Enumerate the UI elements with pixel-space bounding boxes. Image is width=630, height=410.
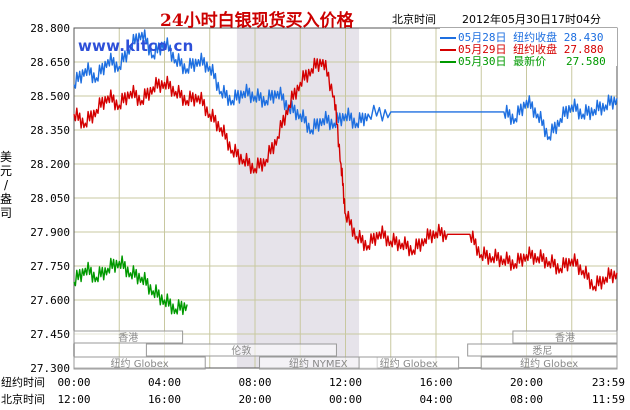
legend-kind: 纽约收盘 [513,43,558,56]
y-tick-label: 27.600 [30,294,70,307]
market-session-bar [480,356,618,370]
legend-value: 27.580 [566,55,606,68]
x-tick-label: 08:00 [238,376,271,389]
market-session-label: 伦敦 [231,344,251,357]
y-tick-label: 28.650 [30,56,70,69]
market-session-bar [358,356,460,370]
legend-item: 05月30日 最新价 27.580 [440,53,606,68]
legend-date: 05月28日 [458,31,507,44]
y-tick-label: 27.300 [30,362,70,375]
legend-kind: 最新价 [513,55,547,68]
x-tick-label: 11:59 [592,393,625,406]
legend-value: 28.430 [563,31,604,44]
y-tick-label: 28.350 [30,124,70,137]
y-axis-label: 美元 / 盎司 [0,150,13,220]
market-session-label: 香港 [118,332,138,344]
market-session-bar [512,330,618,344]
series-line [73,57,618,292]
y-tick-label: 28.500 [30,90,70,103]
chart-title: 24小时白银现货买入价格 [160,11,354,31]
legend-item: 05月29日 纽约收盘 27.880 [440,41,604,56]
y-tick-label: 27.900 [30,226,70,239]
market-session-label: 悉尼 [532,345,552,357]
legend-kind: 纽约收盘 [513,31,558,44]
x-tick-label: 00:00 [329,393,362,406]
legend-item: 05月28日 纽约收盘 28.430 [440,29,604,44]
market-session-label: 纽约 Globex [520,357,578,370]
market-session-label: 纽约 NYMEX [289,357,348,370]
brand-watermark: www.kitco.cn [78,37,194,55]
market-session-bar [467,343,618,357]
x-tick-label: 16:00 [148,393,181,406]
market-session-label: 纽约 Globex [111,357,169,370]
x-tick-label: 20:00 [238,393,271,406]
x-tick-label: 00:00 [57,376,90,389]
legend-swatch [440,49,456,51]
y-tick-label: 28.800 [30,22,70,35]
legend-value: 27.880 [563,43,604,56]
y-tick-label: 27.450 [30,328,70,341]
timezone-label: 北京时间 [392,13,436,26]
x-tick-label: 12:00 [57,393,90,406]
x-tick-label: 12:00 [329,376,362,389]
series-line [73,255,188,316]
series-line [73,29,618,141]
x-axis-row-label: 纽约时间 [1,375,45,389]
x-tick-label: 08:00 [510,393,543,406]
legend: 05月28日 纽约收盘 28.430 05月29日 纽约收盘 27.880 05… [440,28,617,68]
market-session-label: 纽约 Globex [380,357,438,370]
x-tick-label: 16:00 [419,376,452,389]
x-tick-label: 04:00 [419,393,452,406]
market-session-bar [145,343,337,357]
market-session-bar [73,330,184,344]
x-axis-row-label: 北京时间 [1,392,45,406]
market-session-bar [73,356,206,370]
x-tick-label: 20:00 [510,376,543,389]
market-session-label: 香港 [555,332,575,344]
legend-date: 05月29日 [458,43,507,56]
legend-swatch [440,37,456,39]
timestamp: 2012年05月30日17时04分 [462,13,601,26]
y-tick-label: 28.050 [30,192,70,205]
y-tick-label: 28.200 [30,158,70,171]
x-tick-label: 04:00 [148,376,181,389]
x-tick-label: 23:59 [592,376,625,389]
legend-swatch [440,61,456,63]
legend-date: 05月30日 [458,55,507,68]
y-tick-label: 27.750 [30,260,70,273]
